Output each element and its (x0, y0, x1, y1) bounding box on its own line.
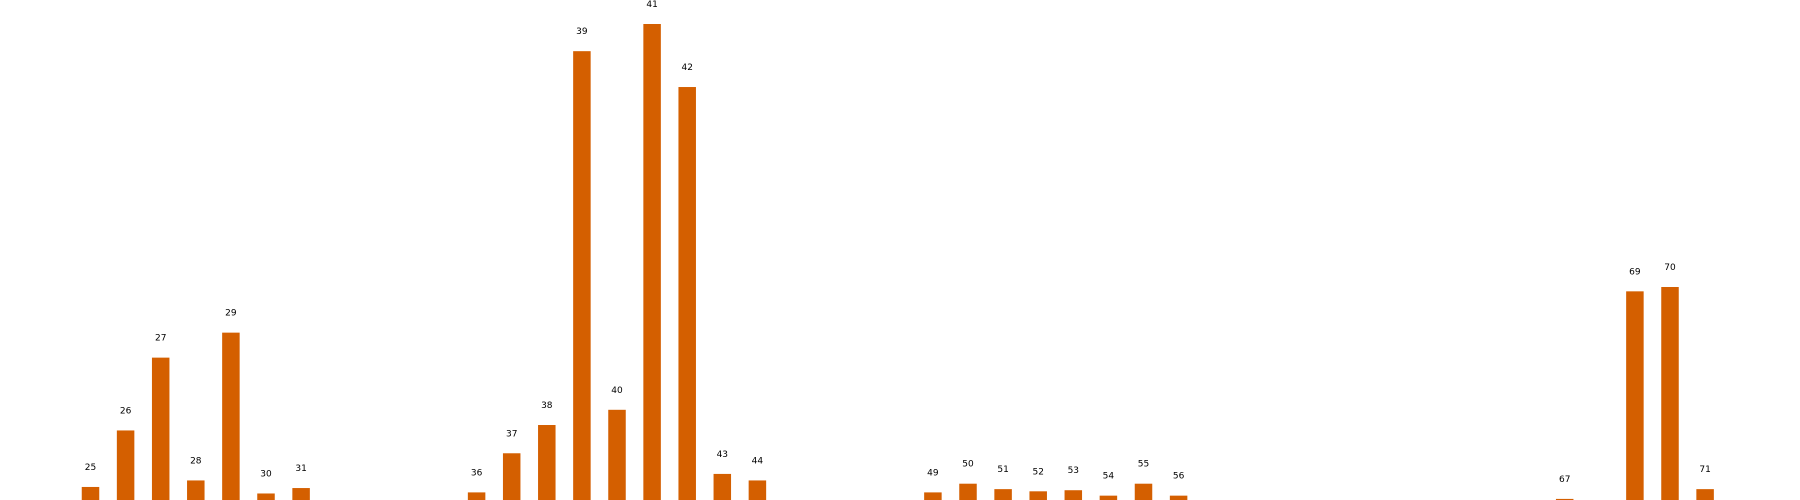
bar-40 (608, 409, 626, 500)
bar-71 (1696, 489, 1714, 500)
bar-55 (1134, 483, 1153, 500)
bar-56 (1169, 495, 1188, 500)
bar-label-25: 25 (85, 463, 96, 473)
bar-53 (1064, 490, 1083, 500)
bar-label-70: 70 (1664, 263, 1676, 273)
bar-38 (538, 425, 556, 500)
bar-label-54: 54 (1103, 472, 1115, 482)
bar-label-27: 27 (155, 334, 166, 344)
bar-25 (81, 486, 100, 500)
bar-36 (467, 492, 486, 500)
bar-26 (116, 430, 135, 500)
bar-label-41: 41 (646, 0, 657, 10)
bar-37 (502, 453, 521, 500)
bar-39 (573, 51, 591, 500)
bar-54 (1099, 495, 1118, 500)
bar-label-53: 53 (1068, 466, 1079, 476)
bar-label-56: 56 (1173, 472, 1185, 482)
bar-label-38: 38 (541, 401, 553, 411)
bar-label-28: 28 (190, 456, 202, 466)
bar-69 (1626, 291, 1644, 500)
bar-label-40: 40 (611, 386, 623, 396)
bar-49 (924, 492, 942, 500)
bar-label-50: 50 (962, 460, 974, 470)
bar-label-39: 39 (576, 27, 588, 37)
bar-30 (257, 493, 275, 500)
bar-label-71: 71 (1699, 465, 1710, 475)
bar-50 (959, 483, 977, 500)
bar-label-30: 30 (260, 469, 272, 479)
bar-31 (292, 488, 310, 500)
bar-label-55: 55 (1138, 460, 1149, 470)
bar-label-51: 51 (997, 465, 1008, 475)
bar-label-49: 49 (927, 468, 939, 478)
bar-41 (643, 24, 661, 500)
bar-label-42: 42 (681, 63, 692, 73)
bar-label-36: 36 (471, 468, 483, 478)
bar-28 (187, 480, 205, 500)
bar-label-67: 67 (1559, 475, 1570, 485)
bar-label-52: 52 (1032, 467, 1043, 477)
bar-42 (678, 87, 696, 500)
bar-27 (151, 357, 170, 500)
bar-29 (222, 332, 240, 500)
bar-label-69: 69 (1629, 267, 1641, 277)
bar-52 (1029, 491, 1047, 500)
bar-51 (994, 489, 1012, 500)
bar-67 (1555, 498, 1574, 500)
bar-44 (748, 480, 767, 500)
bar-70 (1661, 287, 1679, 500)
bar-label-43: 43 (717, 450, 728, 460)
bar-43 (713, 473, 732, 500)
bar-label-26: 26 (120, 406, 132, 416)
bar-label-37: 37 (506, 429, 517, 439)
bar-label-29: 29 (225, 309, 237, 319)
bar-label-31: 31 (295, 464, 306, 474)
bar-label-44: 44 (752, 456, 764, 466)
